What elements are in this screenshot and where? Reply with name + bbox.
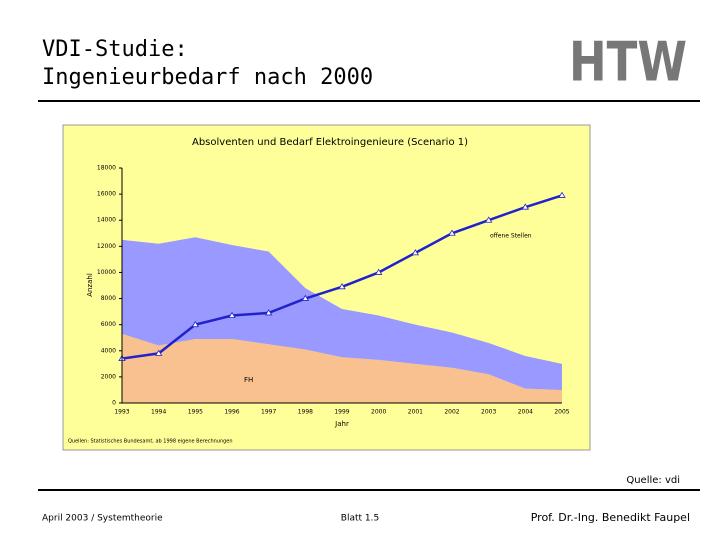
y-tick-label: 16000: [97, 191, 116, 198]
y-tick-label: 4000: [101, 347, 116, 354]
marker: [448, 229, 456, 236]
marker: [521, 203, 530, 210]
x-tick-label: 1998: [298, 409, 313, 416]
chart-title: Absolventen und Bedarf Elektroingenieure…: [192, 137, 468, 148]
marker: [484, 216, 493, 223]
footer-right: Prof. Dr.-Ing. Benedikt Faupel: [531, 511, 690, 524]
y-tick-label: 18000: [97, 165, 116, 172]
area: [122, 237, 562, 390]
y-tick-label: 10000: [97, 269, 116, 276]
x-tick-label: 1995: [188, 409, 203, 416]
marker: [264, 309, 273, 316]
x-tick-label: 1997: [261, 409, 276, 416]
y-tick-label: 2000: [101, 373, 116, 380]
footer-center: Blatt 1.5: [341, 514, 379, 524]
x-tick-label: 1994: [151, 409, 166, 416]
y-tick-label: 6000: [101, 321, 116, 328]
chart-note: Quellen: Statistisches Bundesamt, ab 199…: [68, 439, 233, 445]
x-tick-label: 2000: [371, 409, 386, 416]
x-tick-label: 2002: [444, 409, 459, 416]
logo: HTW: [569, 31, 687, 94]
y-tick-label: 14000: [97, 217, 116, 224]
marker: [558, 191, 566, 198]
y-tick-label: 8000: [101, 295, 116, 302]
x-tick-label: 2001: [408, 409, 423, 416]
x-tick-label: 2004: [518, 409, 533, 416]
marker: [228, 311, 236, 318]
x-tick-label: 1999: [334, 409, 349, 416]
marker: [374, 268, 383, 275]
x-axis-label: Jahr: [334, 420, 349, 428]
y-tick-label: 0: [112, 400, 116, 407]
source: Quelle: vdi: [626, 475, 680, 486]
x-tick-label: 2005: [554, 409, 569, 416]
footer-left: April 2003 / Systemtheorie: [42, 514, 163, 524]
x-tick-label: 1993: [114, 409, 129, 416]
marker: [154, 349, 163, 356]
marker: [338, 283, 346, 290]
title-line: Ingenieurbedarf nach 2000: [42, 65, 373, 90]
marker: [191, 320, 200, 328]
y-axis-label: Anzahl: [86, 273, 94, 297]
marker: [411, 249, 420, 256]
x-tick-label: 1996: [224, 409, 239, 416]
marker: [301, 294, 310, 301]
y-tick-label: 12000: [97, 243, 116, 250]
series-label: offene Stellen: [490, 233, 532, 240]
series-label: FH: [244, 376, 253, 384]
x-tick-label: 2003: [481, 409, 496, 416]
title-line: VDI-Studie:: [42, 37, 188, 62]
area: [122, 333, 562, 403]
